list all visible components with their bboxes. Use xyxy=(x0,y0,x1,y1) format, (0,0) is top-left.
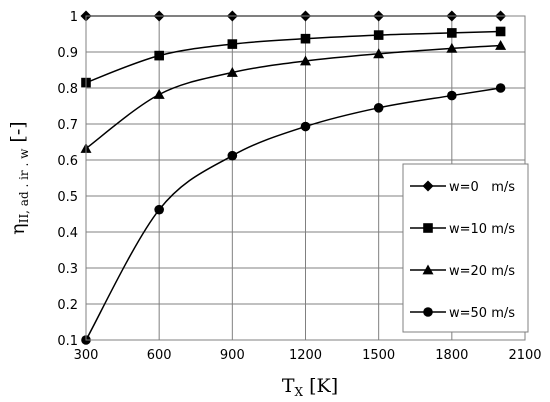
x-axis-title: TX [K] xyxy=(282,375,338,399)
y-tick-label: 0.1 xyxy=(57,334,78,349)
legend-label: w=10 m/s xyxy=(449,222,515,237)
legend-marker-triangle xyxy=(422,264,434,275)
y-axis-title: ηII, ad . ir . w [-] xyxy=(7,121,31,234)
data-point-circle xyxy=(227,150,238,161)
data-point-square xyxy=(227,39,238,49)
data-point-square xyxy=(300,33,311,44)
data-point-square xyxy=(154,50,164,61)
y-axis-title-main: η xyxy=(7,223,29,234)
data-point-triangle xyxy=(153,88,165,99)
y-tick-label: 0.5 xyxy=(57,190,78,205)
data-point-triangle xyxy=(446,42,458,53)
x-tick-labels: 300 600 900 1200 1500 1800 2100 xyxy=(74,348,542,363)
data-point-circle xyxy=(300,121,311,132)
y-tick-label: 0.7 xyxy=(57,118,78,133)
data-point-triangle xyxy=(495,40,507,50)
x-tick-label: 300 xyxy=(74,348,99,363)
data-point-square xyxy=(373,30,384,40)
y-tick-labels: 0.1 0.2 0.3 0.4 0.5 0.6 0.7 0.8 0.9 1 xyxy=(57,10,78,349)
y-tick-label: 1 xyxy=(70,10,78,25)
legend-marker-diamond xyxy=(422,180,434,192)
data-point-circle xyxy=(495,83,506,93)
legend-label: w=50 m/s xyxy=(449,306,515,321)
data-point-triangle xyxy=(300,55,311,66)
x-tick-label: 1500 xyxy=(362,348,395,363)
data-point-circle xyxy=(447,90,457,101)
x-axis-title-main: T xyxy=(282,375,295,397)
y-axis-title-suffix: [-] xyxy=(7,121,29,148)
legend-box xyxy=(402,163,529,333)
x-axis-title-sub: X xyxy=(295,385,304,399)
legend-marker-circle xyxy=(423,307,433,317)
data-point-square xyxy=(495,26,506,37)
y-tick-label: 0.3 xyxy=(57,262,78,277)
x-tick-label: 1200 xyxy=(289,348,322,363)
legend-marker-square xyxy=(423,223,433,233)
y-tick-label: 0.6 xyxy=(57,154,78,169)
y-tick-label: 0.4 xyxy=(57,226,78,241)
y-tick-label: 0.8 xyxy=(57,82,78,97)
x-tick-label: 2100 xyxy=(508,348,541,363)
data-point-triangle xyxy=(373,48,385,59)
data-point-circle xyxy=(154,204,164,215)
data-point-square xyxy=(447,28,457,38)
y-tick-label: 0.9 xyxy=(57,46,78,61)
x-tick-label: 600 xyxy=(147,348,172,363)
x-axis-title-suffix: [K] xyxy=(303,375,338,397)
x-tick-label: 1800 xyxy=(435,348,468,363)
series-line-square xyxy=(85,30,501,84)
y-axis-title-sub: II, ad . ir . w xyxy=(17,148,31,223)
legend-label: w=20 m/s xyxy=(449,264,515,279)
x-tick-label: 900 xyxy=(220,348,245,363)
y-tick-label: 0.2 xyxy=(57,298,78,313)
legend-label: w=0 m/s xyxy=(449,180,515,195)
data-point-circle xyxy=(373,103,384,113)
data-point-triangle xyxy=(226,67,238,77)
legend: w=0 m/s w=10 m/s w=20 m/s w=50 m/s xyxy=(402,163,529,333)
